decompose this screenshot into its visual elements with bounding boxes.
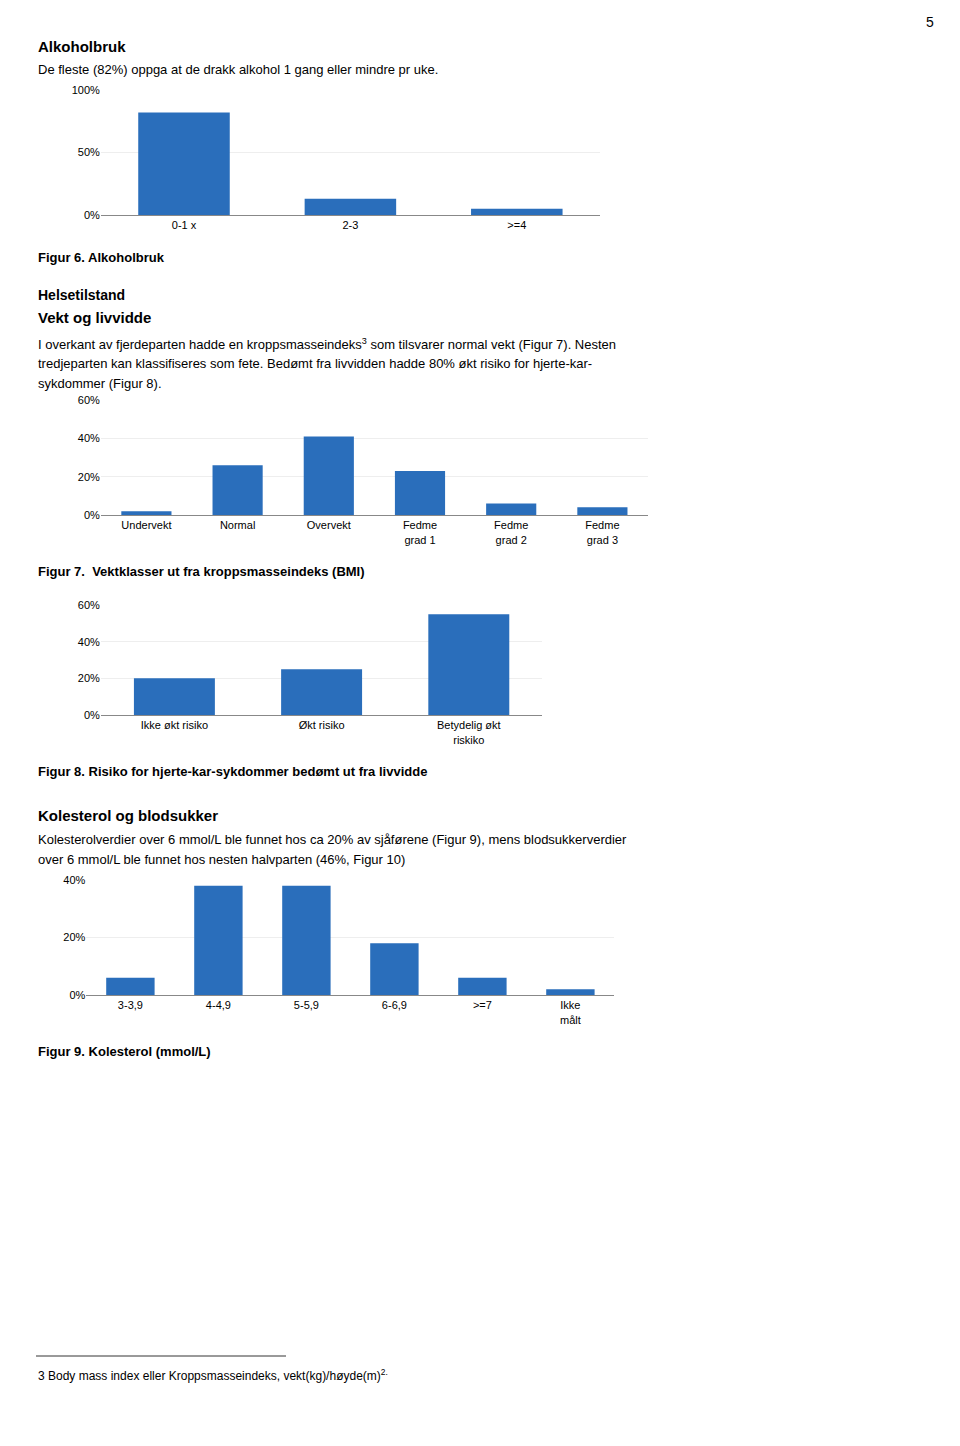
svg-text:0%: 0% (84, 709, 100, 721)
svg-text:5: 5 (926, 14, 934, 30)
svg-text:Fedmegrad 2: Fedmegrad 2 (494, 519, 528, 545)
svg-text:2-3: 2-3 (342, 219, 358, 231)
svg-text:Helsetilstand: Helsetilstand (38, 287, 125, 303)
svg-text:6-6,9: 6-6,9 (382, 999, 407, 1011)
svg-text:3-3,9: 3-3,9 (118, 999, 143, 1011)
svg-text:20%: 20% (78, 672, 100, 684)
svg-text:40%: 40% (63, 874, 85, 886)
svg-text:Kolesterol og blodsukker: Kolesterol og blodsukker (38, 807, 218, 824)
svg-text:0-1 x: 0-1 x (172, 219, 197, 231)
svg-text:Kolesterolverdier over 6 mmol/: Kolesterolverdier over 6 mmol/L ble funn… (38, 832, 627, 847)
svg-text:Figur 8. Risiko for hjerte-kar: Figur 8. Risiko for hjerte-kar-sykdommer… (38, 764, 427, 779)
svg-text:>=4: >=4 (507, 219, 526, 231)
svg-text:4-4,9: 4-4,9 (206, 999, 231, 1011)
svg-text:40%: 40% (78, 636, 100, 648)
svg-text:0%: 0% (84, 509, 100, 521)
svg-text:100%: 100% (72, 84, 100, 96)
svg-text:20%: 20% (78, 471, 100, 483)
svg-text:Betydelig øktriskiko: Betydelig øktriskiko (437, 719, 501, 745)
svg-text:Økt risiko: Økt risiko (299, 719, 345, 731)
svg-text:>=7: >=7 (473, 999, 492, 1011)
svg-text:over 6 mmol/L ble funnet hos n: over 6 mmol/L ble funnet hos nesten halv… (38, 852, 405, 867)
svg-text:Normal: Normal (220, 519, 255, 531)
svg-text:0%: 0% (69, 989, 85, 1001)
svg-text:60%: 60% (78, 394, 100, 406)
svg-text:Fedmegrad 3: Fedmegrad 3 (585, 519, 619, 545)
svg-text:sykdommer (Figur 8).: sykdommer (Figur 8). (38, 376, 162, 391)
svg-text:Figur 7. Vektklasser ut fra k: Figur 7. Vektklasser ut fra kroppsmassei… (38, 564, 365, 579)
svg-text:40%: 40% (78, 432, 100, 444)
svg-text:20%: 20% (63, 931, 85, 943)
svg-text:Ikkemålt: Ikkemålt (560, 999, 581, 1025)
svg-text:De fleste (82%) oppga at de dr: De fleste (82%) oppga at de drakk alkoho… (38, 62, 438, 77)
svg-text:5-5,9: 5-5,9 (294, 999, 319, 1011)
svg-text:Ikke økt risiko: Ikke økt risiko (141, 719, 208, 731)
svg-text:I overkant av fjerdeparten had: I overkant av fjerdeparten hadde en krop… (38, 336, 616, 352)
svg-text:0%: 0% (84, 209, 100, 221)
svg-text:3 Body mass index eller Kropps: 3 Body mass index eller Kroppsmasseindek… (38, 1367, 388, 1383)
svg-text:Figur 6. Alkoholbruk: Figur 6. Alkoholbruk (38, 250, 165, 265)
svg-text:60%: 60% (78, 599, 100, 611)
svg-text:Alkoholbruk: Alkoholbruk (38, 38, 126, 55)
svg-text:50%: 50% (78, 146, 100, 158)
svg-text:Overvekt: Overvekt (307, 519, 351, 531)
svg-text:tredjeparten kan klassifiseres: tredjeparten kan klassifiseres som fete.… (38, 356, 592, 371)
svg-text:Figur 9. Kolesterol (mmol/L): Figur 9. Kolesterol (mmol/L) (38, 1044, 211, 1059)
svg-text:Fedmegrad 1: Fedmegrad 1 (403, 519, 437, 545)
svg-text:Vekt og livvidde: Vekt og livvidde (38, 309, 151, 326)
svg-text:Undervekt: Undervekt (121, 519, 171, 531)
